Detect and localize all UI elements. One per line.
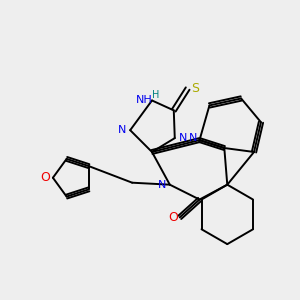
Text: N: N bbox=[118, 125, 126, 135]
Text: N: N bbox=[158, 180, 166, 190]
Text: N: N bbox=[178, 133, 187, 143]
Text: H: H bbox=[152, 89, 160, 100]
Text: S: S bbox=[192, 82, 200, 95]
Text: O: O bbox=[40, 171, 50, 184]
Text: NH: NH bbox=[136, 95, 152, 106]
Text: O: O bbox=[168, 211, 178, 224]
Text: N: N bbox=[188, 133, 197, 143]
